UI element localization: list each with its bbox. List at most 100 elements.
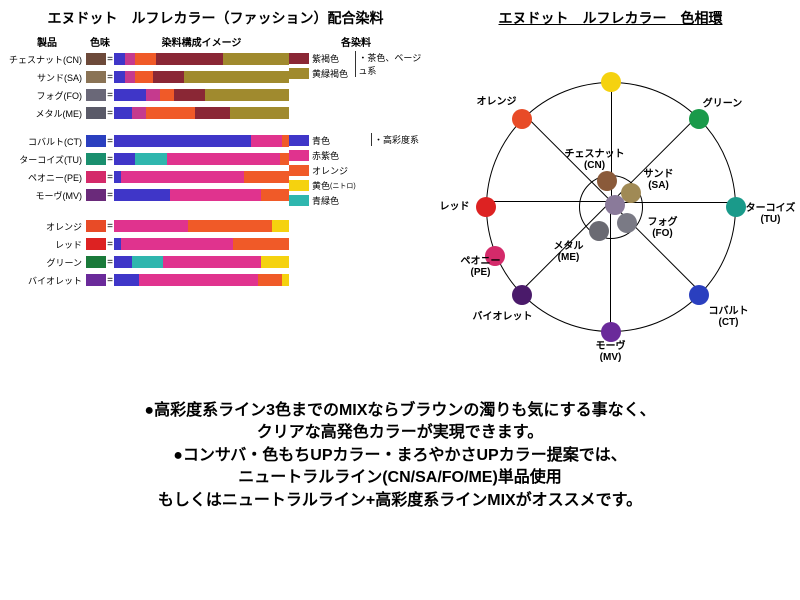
legend: 紫褐色黄緑褐色・茶色、ベージュ系	[289, 51, 423, 123]
group: オレンジ=レッド=グリーン=バイオレット=	[8, 218, 423, 290]
stacked-bar	[114, 189, 289, 201]
outer-dot	[726, 197, 746, 217]
bar-segment	[261, 189, 289, 201]
legend-item: 青緑色	[289, 193, 369, 208]
legend-item: 紫褐色	[289, 51, 353, 66]
legend-label: 青色	[312, 134, 330, 147]
bar-segment	[132, 256, 164, 268]
product-row: ペオニー(PE)=	[8, 169, 289, 185]
group: チェスナット(CN)=サンド(SA)=フォグ(FO)=メタル(ME)=紫褐色黄緑…	[8, 51, 423, 123]
bar-segment	[135, 53, 156, 65]
product-label: フォグ(FO)	[8, 89, 86, 102]
bar-segment	[174, 89, 206, 101]
bar-segment	[121, 171, 244, 183]
bar-segment	[153, 71, 185, 83]
bar-segment	[114, 238, 121, 250]
product-row: モーヴ(MV)=	[8, 187, 289, 203]
equals: =	[106, 136, 114, 147]
wheel-label: コバルト(CT)	[709, 306, 749, 328]
bar-segment	[139, 274, 258, 286]
bar-segment	[132, 107, 146, 119]
legend-label: 黄色	[312, 179, 330, 192]
bar-segment	[156, 53, 223, 65]
bar-segment	[244, 171, 290, 183]
swatch	[86, 71, 106, 83]
legend-item: 黄緑褐色	[289, 66, 353, 81]
product-row: チェスナット(CN)=	[8, 51, 289, 67]
text-line: ニュートラルライン(CN/SA/FO/ME)単品使用	[0, 467, 800, 489]
header-swatch: 色味	[86, 34, 114, 49]
group: コバルト(CT)=ターコイズ(TU)=ペオニー(PE)=モーヴ(MV)=青色赤紫…	[8, 133, 423, 208]
swatch	[86, 238, 106, 250]
wheel-label: モーヴ(MV)	[596, 341, 626, 363]
stacked-bar	[114, 153, 289, 165]
wheel-label: オレンジ	[477, 97, 517, 108]
stacked-bar	[114, 107, 289, 119]
header-legend: 各染料	[289, 34, 423, 49]
bar-segment	[114, 274, 139, 286]
swatch	[86, 107, 106, 119]
swatch	[86, 220, 106, 232]
product-row: サンド(SA)=	[8, 69, 289, 85]
legend-color	[289, 165, 309, 176]
outer-dot	[512, 109, 532, 129]
left-title: エヌドット ルフレカラー（ファッション）配合染料	[8, 8, 423, 28]
product-label: バイオレット	[8, 274, 86, 287]
outer-dot	[512, 285, 532, 305]
stacked-bar	[114, 256, 289, 268]
bar-segment	[223, 53, 290, 65]
bar-segment	[205, 89, 289, 101]
text-line: もしくはニュートラルライン+高彩度系ラインMIXがオススメです。	[0, 490, 800, 512]
product-label: レッド	[8, 238, 86, 251]
stacked-bar	[114, 238, 289, 250]
product-label: ターコイズ(TU)	[8, 153, 86, 166]
bar-segment	[184, 71, 289, 83]
legend-color	[289, 68, 309, 79]
swatch	[86, 256, 106, 268]
product-row: メタル(ME)=	[8, 105, 289, 121]
swatch	[86, 153, 106, 165]
bar-segment	[114, 153, 135, 165]
swatch	[86, 89, 106, 101]
bar-segment	[167, 153, 281, 165]
legend-item: 黄色(ニトロ)	[289, 178, 369, 193]
bar-segment	[114, 53, 125, 65]
product-label: ペオニー(PE)	[8, 171, 86, 184]
equals: =	[106, 72, 114, 83]
left-chart: エヌドット ルフレカラー（ファッション）配合染料 製品 色味 染料構成イメージ …	[8, 8, 423, 300]
column-headers: 製品 色味 染料構成イメージ 各染料	[8, 34, 423, 49]
bar-segment	[233, 238, 289, 250]
swatch	[86, 274, 106, 286]
wheel-title: エヌドット ルフレカラー 色相環	[428, 8, 793, 28]
equals: =	[106, 90, 114, 101]
bar-segment	[114, 256, 132, 268]
group-label: ・高彩度系	[371, 133, 419, 146]
bar-segment	[280, 153, 289, 165]
product-row: コバルト(CT)=	[8, 133, 289, 149]
equals: =	[106, 108, 114, 119]
bar-segment	[121, 238, 233, 250]
text-line: ●高彩度系ライン3色までのMIXならブラウンの濁りも気にする事なく、	[0, 400, 800, 422]
legend-color	[289, 135, 309, 146]
legend-color	[289, 195, 309, 206]
bar-segment	[114, 135, 251, 147]
bar-segment	[282, 135, 289, 147]
legend-sublabel: (ニトロ)	[330, 181, 356, 191]
product-label: オレンジ	[8, 220, 86, 233]
legend: 青色赤紫色オレンジ黄色(ニトロ)青緑色・高彩度系	[289, 133, 423, 208]
spoke	[486, 201, 611, 202]
product-row: バイオレット =	[8, 272, 289, 288]
equals: =	[106, 275, 114, 286]
product-row: グリーン =	[8, 254, 289, 270]
legend-label: 紫褐色	[312, 52, 339, 65]
product-label: グリーン	[8, 256, 86, 269]
bar-segment	[188, 220, 272, 232]
equals: =	[106, 257, 114, 268]
bar-segment	[170, 189, 261, 201]
bar-segment	[282, 274, 289, 286]
bar-segment	[163, 256, 261, 268]
wheel-label: メタル(ME)	[554, 241, 584, 263]
inner-dot	[605, 195, 625, 215]
swatch	[86, 53, 106, 65]
product-row: レッド=	[8, 236, 289, 252]
